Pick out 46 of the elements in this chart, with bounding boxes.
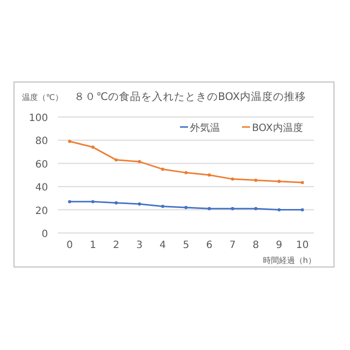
point — [138, 160, 142, 164]
point — [254, 207, 258, 210]
y-tick-label: 20 — [35, 206, 48, 217]
y-axis-title: 温度（℃） — [22, 93, 63, 102]
legend-label: BOX内温度 — [252, 122, 303, 134]
point — [230, 177, 234, 181]
chart-title: ８０℃の食品を入れたときのBOX内温度の推移 — [74, 90, 306, 103]
x-tick-label: 8 — [252, 240, 260, 251]
x-tick-label: 2 — [112, 240, 120, 251]
x-tick-label: 7 — [229, 240, 236, 251]
point — [300, 180, 304, 184]
x-tick-label: 6 — [206, 240, 212, 251]
legend-label: 外気温 — [190, 122, 220, 134]
y-tick-label: 60 — [35, 159, 48, 170]
x-axis-title: 時間経過（h） — [262, 256, 316, 265]
point — [91, 200, 95, 204]
point — [208, 207, 211, 210]
x-tick-label: 10 — [296, 240, 309, 251]
point — [300, 208, 304, 212]
point — [68, 140, 72, 143]
point — [138, 202, 142, 206]
y-tick-label: 40 — [35, 182, 48, 194]
point — [68, 200, 72, 204]
x-tick-label: 1 — [90, 240, 96, 251]
y-tick-label: 80 — [35, 136, 48, 148]
x-tick-label: 4 — [160, 240, 166, 251]
x-tick-label: 3 — [136, 240, 143, 251]
y-tick-label: 100 — [28, 113, 48, 124]
point — [161, 168, 164, 171]
line-series — [68, 200, 304, 212]
point — [208, 173, 211, 177]
point — [91, 146, 95, 149]
x-tick-label: 0 — [66, 240, 73, 251]
point — [277, 180, 281, 183]
point — [184, 171, 188, 174]
y-tick-label: 0 — [42, 229, 48, 240]
point — [184, 206, 188, 210]
point — [114, 201, 118, 204]
point — [230, 207, 234, 210]
point — [114, 158, 118, 162]
point — [277, 208, 281, 212]
point — [161, 204, 164, 208]
x-tick-label: 9 — [276, 240, 282, 251]
x-tick-label: 5 — [182, 240, 190, 251]
line-series — [68, 140, 304, 184]
point — [254, 178, 258, 182]
